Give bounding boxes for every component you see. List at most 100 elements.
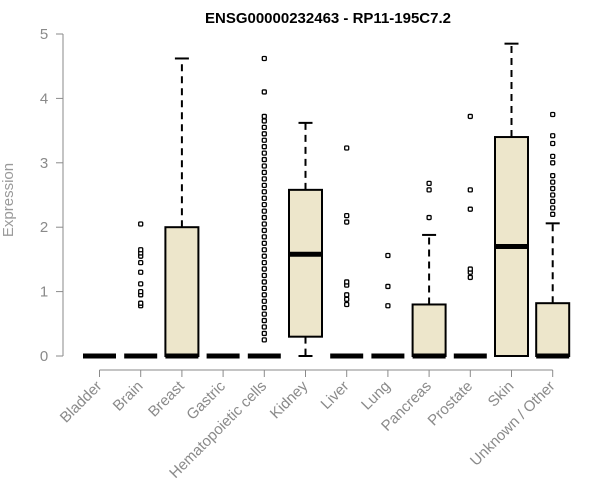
outlier-point [426, 180, 432, 187]
chart-title: ENSG00000232463 - RP11-195C7.2 [205, 10, 451, 27]
outlier-point [261, 137, 267, 143]
outlier-point [550, 185, 556, 192]
outlier-point [261, 234, 267, 240]
box-body [164, 226, 200, 357]
outlier-point [344, 296, 350, 302]
outlier-point [261, 279, 267, 285]
outlier-point [344, 145, 350, 151]
outlier-point [261, 298, 267, 304]
outlier-point [261, 169, 267, 176]
outlier-point [261, 272, 267, 279]
outlier-point [550, 153, 556, 160]
y-tick-label: 5 [40, 26, 48, 43]
outlier-point [261, 214, 267, 221]
outlier-point [138, 288, 144, 295]
outlier-point [261, 292, 267, 298]
outlier-point [550, 111, 556, 118]
outlier-point [344, 292, 350, 298]
outlier-point [426, 214, 432, 221]
box-hematopoietic-cells [247, 55, 281, 359]
outlier-point [261, 182, 267, 188]
outlier-point [261, 163, 267, 169]
outlier-point [261, 324, 267, 330]
y-tick-label: 2 [40, 219, 48, 236]
outlier-point [550, 140, 556, 147]
box-unknown-other [535, 111, 571, 359]
outlier-point [138, 259, 144, 266]
box-body [535, 302, 571, 357]
y-tick-label: 4 [40, 90, 48, 107]
box-skin [494, 42, 529, 357]
x-tick-label: Lung [358, 378, 394, 414]
outlier-point [261, 227, 267, 234]
outlier-point [261, 176, 267, 182]
outlier-point [261, 221, 267, 227]
outlier-point [261, 240, 267, 246]
outlier-point [467, 113, 473, 120]
outlier-point [550, 160, 556, 166]
box-liver [330, 145, 364, 359]
outlier-point [261, 285, 267, 292]
outlier-point [550, 173, 556, 179]
outlier-point [261, 144, 267, 150]
outlier-point [467, 206, 473, 212]
outlier-point [138, 269, 144, 275]
outlier-point [385, 283, 391, 290]
outlier-point [138, 300, 144, 306]
outlier-point [344, 279, 350, 285]
outlier-point [550, 133, 556, 139]
outlier-point [261, 317, 267, 324]
outlier-point [261, 247, 267, 253]
outlier-point [467, 274, 473, 281]
y-tick-label: 1 [40, 284, 48, 301]
outlier-point [261, 305, 267, 311]
x-tick-label: Bladder [57, 378, 106, 427]
outlier-point [138, 281, 144, 287]
outlier-point [261, 124, 267, 131]
outlier-point [261, 330, 267, 337]
y-axis-label: Expression [0, 163, 17, 237]
y-tick-label: 3 [40, 155, 48, 172]
outlier-point [550, 192, 556, 198]
outlier-point [261, 131, 267, 137]
outlier-point [344, 301, 350, 308]
x-tick-label: Kidney [267, 377, 312, 422]
outlier-point [261, 118, 267, 124]
box-body [411, 303, 447, 358]
outlier-point [426, 187, 432, 193]
x-tick-label: Skin [485, 378, 518, 411]
outlier-point [261, 156, 267, 163]
outlier-point [261, 337, 267, 343]
outlier-point [550, 211, 556, 217]
outlier-point [261, 189, 267, 195]
outlier-point [138, 247, 144, 253]
x-tick-label: Brain [110, 378, 147, 415]
outlier-point [261, 55, 267, 62]
outlier-point [261, 208, 267, 214]
outlier-point [467, 266, 473, 272]
box-kidney [288, 121, 323, 357]
y-tick-label: 0 [40, 348, 48, 365]
box-breast [164, 57, 200, 359]
outlier-point [385, 303, 391, 309]
outlier-point [550, 179, 556, 185]
outlier-point [261, 113, 267, 120]
outlier-point [261, 311, 267, 317]
outlier-point [261, 195, 267, 201]
box-lung [371, 252, 405, 359]
outlier-point [261, 253, 267, 259]
outlier-point [261, 89, 267, 95]
outlier-point [550, 198, 556, 205]
outlier-point [344, 212, 350, 219]
box-body [288, 188, 323, 338]
x-tick-label: Breast [145, 377, 188, 420]
outlier-point [385, 252, 391, 259]
outlier-point [261, 150, 267, 156]
outlier-point [138, 221, 144, 227]
outlier-point [261, 266, 267, 272]
x-tick-label: Liver [318, 378, 353, 413]
outlier-point [467, 187, 473, 193]
outlier-point [261, 202, 267, 208]
